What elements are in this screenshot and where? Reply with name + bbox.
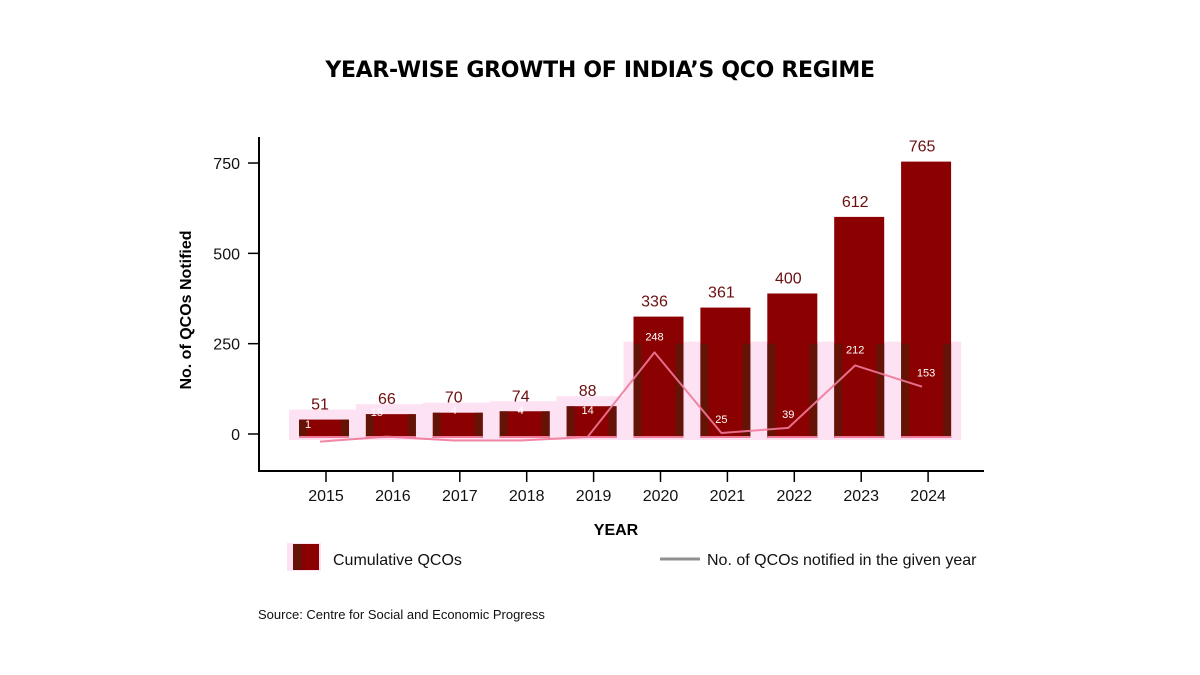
line-series-annual [319,351,923,443]
bar-edge-right [341,419,349,438]
bar-value-label: 74 [512,388,530,405]
bar-2024 [901,161,952,438]
x-tick-label: 2024 [910,488,946,505]
x-tick-label: 2019 [576,488,612,505]
line-value-label: 39 [782,409,794,421]
bar-edge-left [365,414,374,438]
line-value-label: 153 [917,368,935,380]
bar-2016 [365,414,416,438]
bar-base [432,436,483,438]
y-axis-title: No. of QCOs Notified [178,230,195,389]
bar-2017 [432,412,483,438]
bar-value-label: 70 [445,390,463,407]
chart-title: YEAR-WISE GROWTH OF INDIA’S QCO REGIME [324,58,874,83]
bar-base [834,436,885,438]
legend-bar-swatch-edge [293,544,302,570]
bar-edge-right [675,343,684,438]
line-layer [319,351,923,443]
bar-value-label: 88 [579,383,597,400]
bar-base [299,436,349,438]
bar-edge-left [767,343,776,438]
bar-value-label: 336 [641,294,668,311]
line-value-label: 15 [371,407,383,419]
line-value-label: 14 [581,405,593,417]
bars-layer [299,161,952,438]
x-tick-label: 2015 [308,488,344,505]
line-value-label: 1 [305,419,311,431]
bar-2018 [499,411,550,438]
bar-base [633,436,684,438]
bar-edge-right [608,406,617,438]
bar-2023 [834,216,885,438]
bar-edge-left [499,411,508,438]
x-tick-label: 2021 [710,488,746,505]
line-value-label: 212 [846,344,864,356]
bar-edge-left [901,343,910,438]
bar-edge-right [541,411,550,438]
legend-label-cumulative: Cumulative QCOs [333,552,462,569]
bar-edge-right [742,343,751,438]
x-tick-label: 2020 [643,488,679,505]
x-tick-label: 2016 [375,488,411,505]
bar-edge-left [633,343,642,438]
bar-base [566,436,617,438]
bar-value-label: 612 [842,194,869,211]
bar-base [700,436,751,438]
x-tick-label: 2023 [843,488,879,505]
bar-edge-left [566,406,575,438]
x-tick-label: 2017 [442,488,478,505]
line-value-label: 4 [518,405,524,417]
y-tick-label: 250 [213,337,240,354]
bar-edge-right [809,343,818,438]
x-tick-label: 2018 [509,488,545,505]
y-tick-label: 750 [213,156,240,173]
legend-item-annual: No. of QCOs notified in the given year [660,552,977,569]
x-ticks: 2015 2016 2017 2018 2019 2020 2021 2022 2023 2024 [308,471,946,505]
line-value-label: 248 [645,331,663,343]
bar-value-label: 51 [311,397,329,414]
bar-value-label: 765 [909,139,936,156]
bar-value-label: 361 [708,285,735,302]
bar-value-label: 66 [378,391,396,408]
bar-edge-left [299,419,307,438]
x-tick-label: 2022 [777,488,813,505]
bar-base [499,436,550,438]
bar-edge-left [432,412,441,438]
bar-value-label: 400 [775,270,802,287]
line-value-label: 4 [451,405,457,417]
bar-edge-right [876,343,885,438]
bar-edge-right [407,414,416,438]
bar-base [901,436,952,438]
bar-edge-right [943,343,952,438]
bar-edge-right [474,412,483,438]
legend-item-cumulative: Cumulative QCOs [287,543,462,571]
legend-label-annual: No. of QCOs notified in the given year [707,552,977,569]
bar-edge-left [834,343,843,438]
y-ticks: 0 250 500 750 [213,156,259,444]
bar-2022 [767,293,818,438]
x-axis-title: YEAR [594,522,639,539]
y-tick-label: 0 [231,427,240,444]
labels-layer: 51 66 70 74 88 336 361 400 612 765 1 15 4 4 14 248 25 39 2… [305,139,936,431]
y-tick-label: 500 [213,246,240,263]
line-value-label: 25 [715,414,727,426]
legend: Cumulative QCOs No. of QCOs notified in … [287,543,977,571]
bar-edge-left [700,343,709,438]
bar-2015 [299,419,349,438]
bar-base [767,436,818,438]
source-note: Source: Centre for Social and Economic P… [258,607,545,622]
